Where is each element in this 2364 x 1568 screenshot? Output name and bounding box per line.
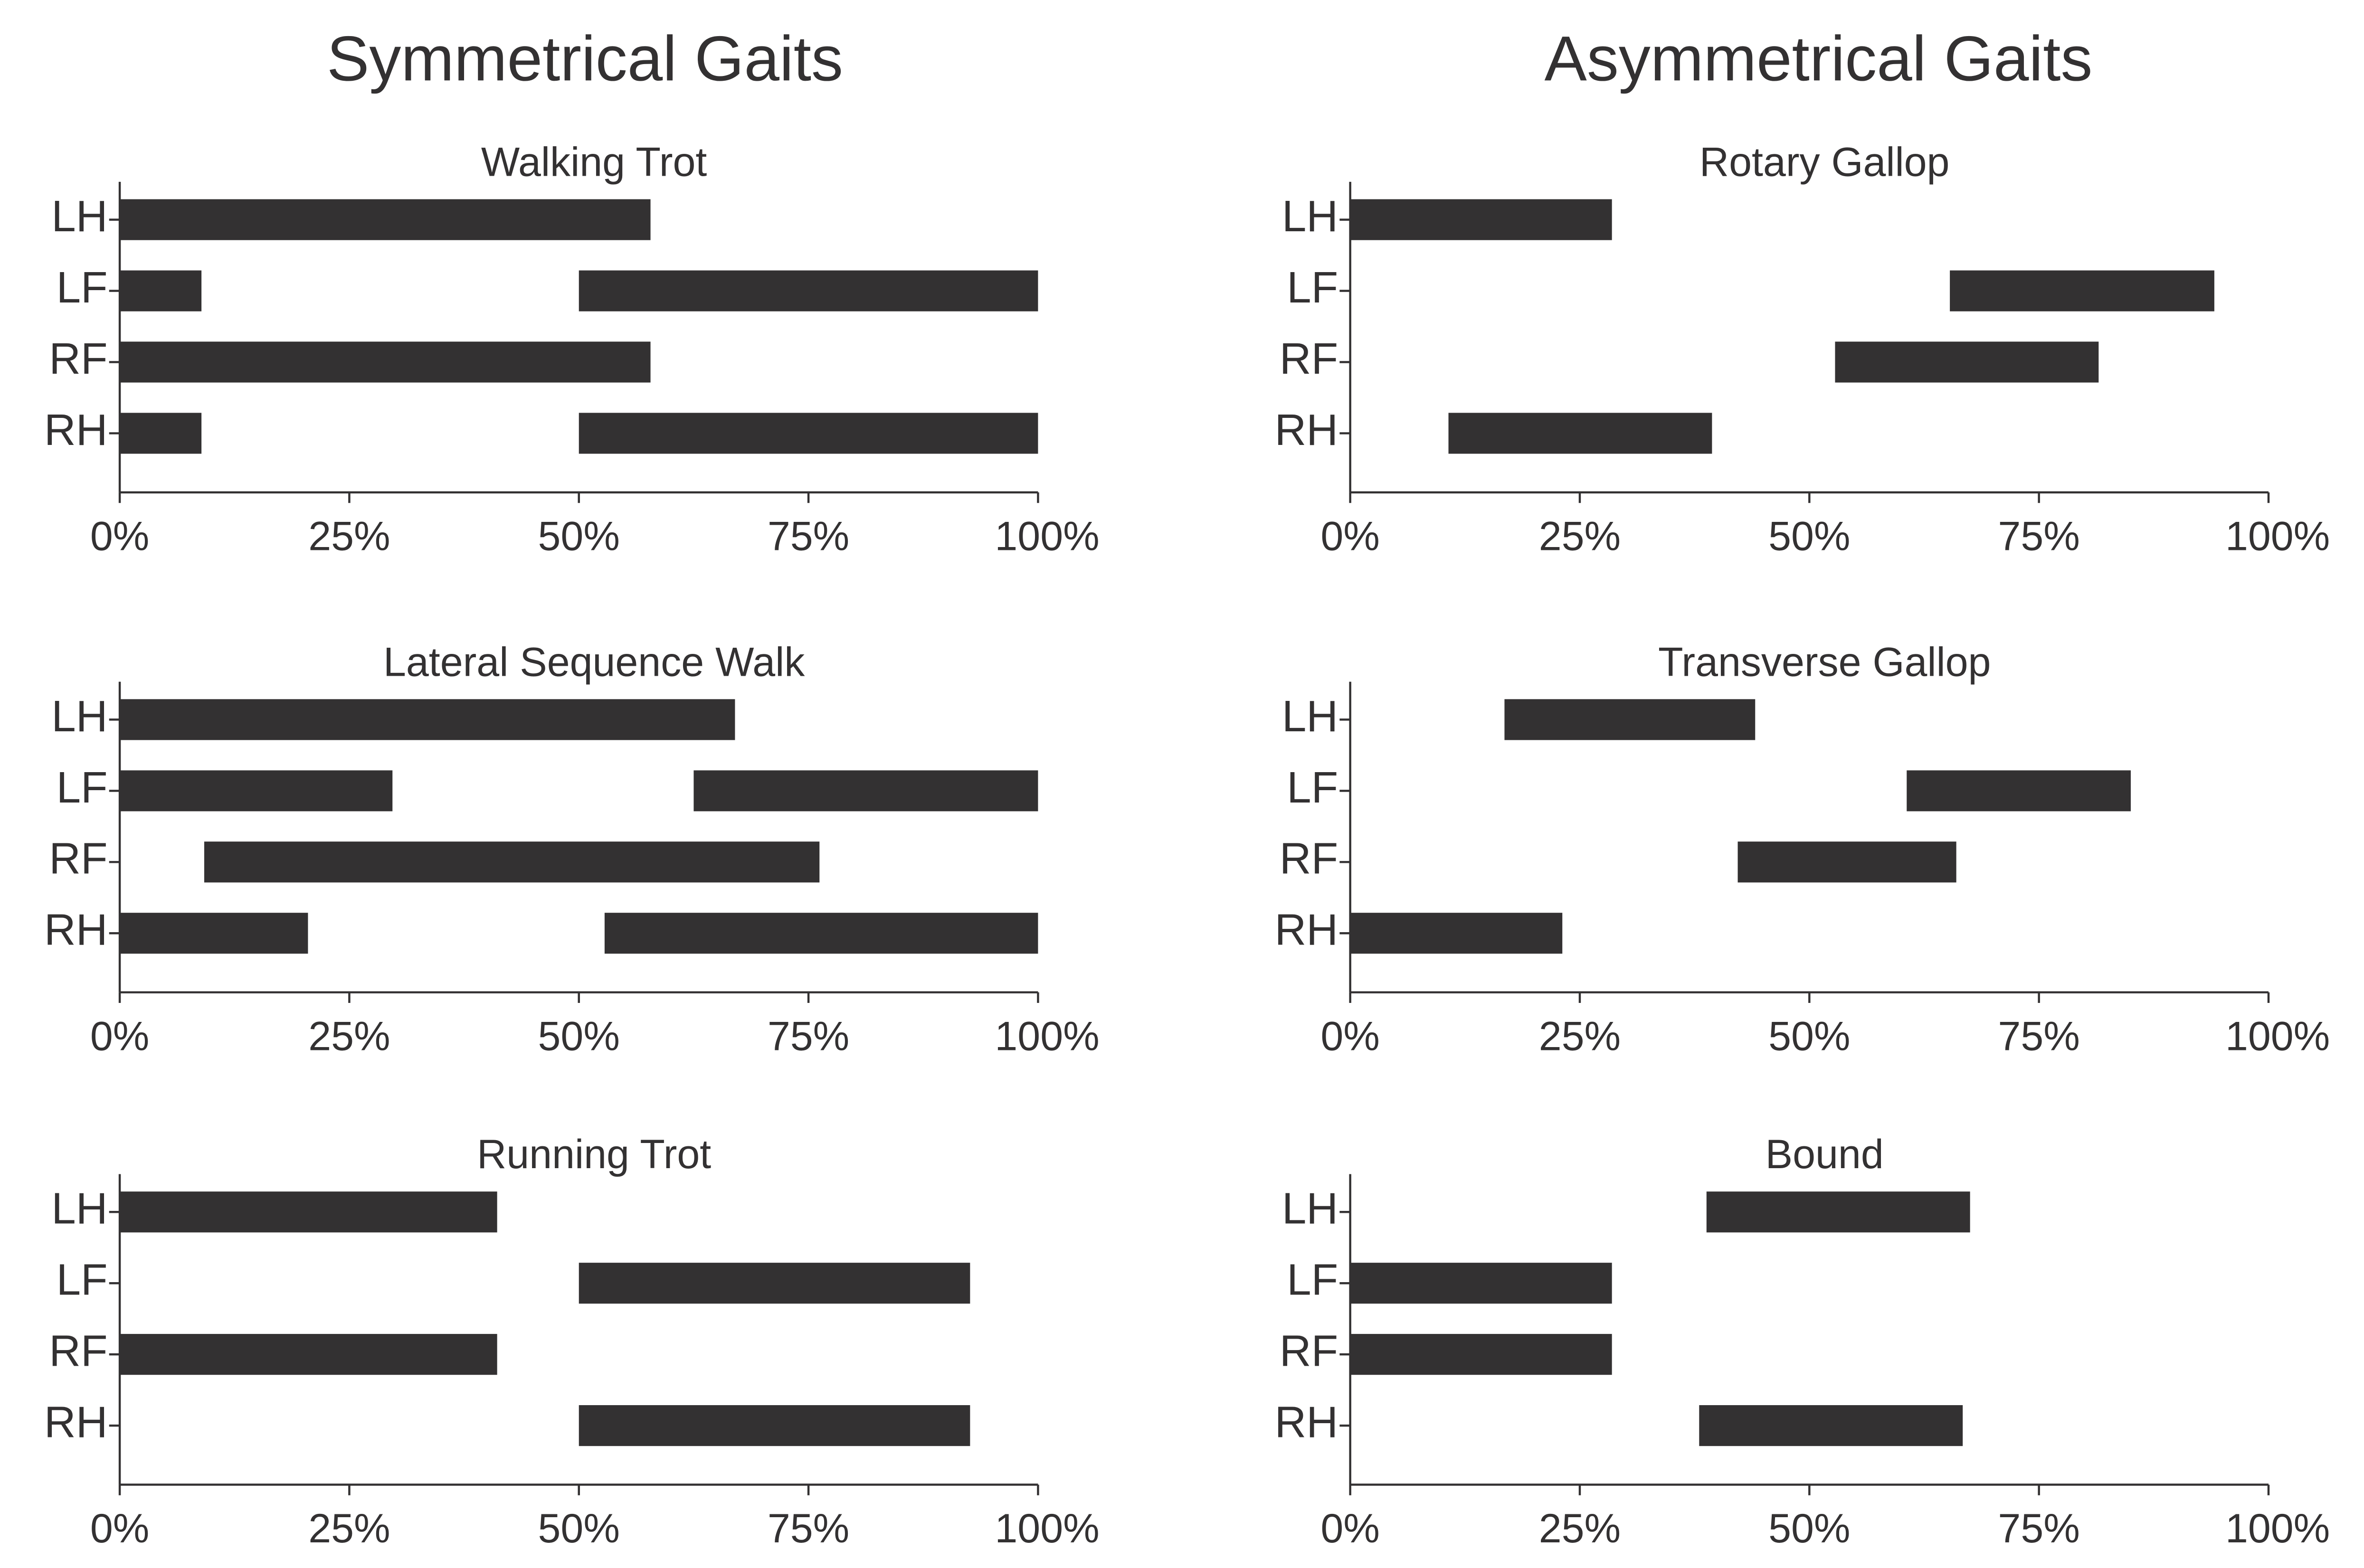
y-tick-label: LF — [1287, 763, 1338, 812]
x-tick-label: 25% — [308, 514, 390, 559]
y-tick-label: RH — [44, 905, 108, 954]
bar-segment — [1699, 1405, 1963, 1446]
x-tick-label: 0% — [1320, 1013, 1379, 1059]
y-tick-label: RF — [49, 1326, 107, 1376]
subplot-title: Lateral Sequence Walk — [383, 639, 805, 685]
bar-segment — [204, 841, 820, 883]
x-tick-label: 100% — [995, 1013, 1099, 1059]
x-tick-label: 0% — [1320, 1506, 1379, 1551]
x-tick-label: 75% — [1998, 1013, 2079, 1059]
bar-segment — [579, 1405, 970, 1446]
x-tick-label: 75% — [1998, 1506, 2079, 1551]
bar-segment — [1737, 841, 1956, 883]
x-tick-label: 0% — [90, 514, 149, 559]
y-tick-label: RF — [1280, 834, 1338, 883]
x-tick-label: 25% — [1539, 514, 1621, 559]
bar-segment — [1350, 913, 1563, 954]
x-tick-label: 75% — [768, 514, 849, 559]
bar-segment — [120, 913, 308, 954]
x-tick-label: 50% — [1768, 1013, 1850, 1059]
bar-segment — [120, 770, 393, 812]
bar-segment — [579, 270, 1038, 312]
bar-segment — [1835, 341, 2099, 383]
y-tick-label: LF — [1287, 263, 1338, 312]
y-tick-label: LH — [51, 1184, 107, 1233]
subplot-title: Transverse Gallop — [1658, 639, 1991, 685]
y-tick-label: LH — [1282, 691, 1338, 741]
y-tick-label: RF — [49, 334, 107, 383]
x-tick-label: 25% — [308, 1506, 390, 1551]
x-tick-label: 0% — [90, 1013, 149, 1059]
bar-segment — [120, 270, 202, 312]
x-tick-label: 75% — [1998, 514, 2079, 559]
y-tick-label: RH — [1274, 1398, 1338, 1447]
y-tick-label: LH — [1282, 191, 1338, 241]
y-tick-label: RF — [1280, 334, 1338, 383]
bar-segment — [120, 341, 651, 383]
subplot-title: Rotary Gallop — [1699, 139, 1950, 185]
y-tick-label: LH — [1282, 1184, 1338, 1233]
bar-segment — [1706, 1191, 1970, 1233]
subplot-title: Walking Trot — [481, 139, 707, 185]
x-tick-label: 100% — [2225, 514, 2330, 559]
x-tick-label: 50% — [538, 514, 620, 559]
x-tick-label: 100% — [995, 514, 1099, 559]
bar-segment — [120, 699, 735, 740]
bar-segment — [120, 1191, 497, 1233]
x-tick-label: 100% — [2225, 1013, 2330, 1059]
bar-segment — [1504, 699, 1756, 740]
y-tick-label: LF — [1287, 1255, 1338, 1304]
y-tick-label: RF — [49, 834, 107, 883]
y-tick-label: LH — [51, 191, 107, 241]
subplot-title: Running Trot — [477, 1132, 711, 1177]
x-tick-label: 50% — [538, 1506, 620, 1551]
x-tick-label: 75% — [768, 1013, 849, 1059]
y-tick-label: LF — [57, 1255, 108, 1304]
x-tick-label: 100% — [2225, 1506, 2330, 1551]
column-title: Asymmetrical Gaits — [1544, 23, 2092, 94]
subplot-title: Bound — [1766, 1132, 1884, 1177]
x-tick-label: 50% — [538, 1013, 620, 1059]
x-tick-label: 100% — [995, 1506, 1099, 1551]
x-tick-label: 0% — [1320, 514, 1379, 559]
bar-segment — [1350, 1334, 1612, 1375]
x-tick-label: 50% — [1768, 1506, 1850, 1551]
y-tick-label: LH — [51, 691, 107, 741]
bar-segment — [579, 1263, 970, 1304]
x-tick-label: 0% — [90, 1506, 149, 1551]
bar-segment — [693, 770, 1038, 812]
bar-segment — [120, 413, 202, 454]
bar-segment — [120, 199, 651, 240]
bar-segment — [1448, 413, 1712, 454]
y-tick-label: RF — [1280, 1326, 1338, 1376]
x-tick-label: 25% — [308, 1013, 390, 1059]
y-tick-label: RH — [1274, 905, 1338, 954]
y-tick-label: RH — [44, 1398, 108, 1447]
x-tick-label: 50% — [1768, 514, 1850, 559]
x-tick-label: 25% — [1539, 1506, 1621, 1551]
y-tick-label: LF — [57, 263, 108, 312]
y-tick-label: LF — [57, 763, 108, 812]
x-tick-label: 25% — [1539, 1013, 1621, 1059]
bar-segment — [1907, 770, 2131, 812]
bar-segment — [1350, 199, 1612, 240]
x-tick-label: 75% — [768, 1506, 849, 1551]
bar-segment — [579, 413, 1038, 454]
bar-segment — [1350, 1263, 1612, 1304]
y-tick-label: RH — [1274, 405, 1338, 454]
bar-segment — [120, 1334, 497, 1375]
bar-segment — [604, 913, 1038, 954]
bar-segment — [1950, 270, 2214, 312]
column-title: Symmetrical Gaits — [327, 23, 843, 94]
y-tick-label: RH — [44, 405, 108, 454]
